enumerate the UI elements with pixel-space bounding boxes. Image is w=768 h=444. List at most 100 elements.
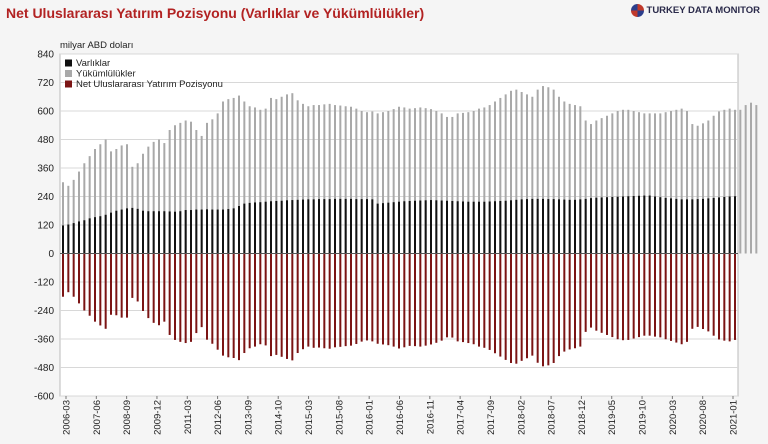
niip-bar: [67, 253, 70, 293]
y-tick-label: 0: [48, 249, 54, 260]
assets-bar: [366, 199, 368, 254]
niip-bar: [382, 253, 384, 345]
liabilities-bar: [531, 96, 534, 254]
niip-bar: [659, 253, 662, 338]
assets-bar: [515, 199, 518, 254]
x-tick-label: 2013-09: [243, 400, 254, 435]
liabilities-bar: [323, 104, 326, 254]
liabilities-bar: [696, 125, 699, 254]
assets-bar: [243, 203, 246, 254]
assets-bar: [270, 201, 272, 254]
niip-bar: [691, 253, 694, 329]
liabilities-bar: [419, 107, 422, 254]
liabilities-bar: [110, 151, 112, 254]
niip-bar: [83, 253, 86, 311]
x-tick-label: 2020-03: [668, 400, 679, 435]
x-tick-label: 2017-04: [456, 400, 467, 435]
niip-bar: [419, 253, 422, 347]
assets-bar: [462, 201, 464, 254]
assets-bar: [702, 198, 704, 254]
liabilities-bar: [147, 146, 150, 254]
assets-bar: [510, 200, 512, 254]
liabilities-bar: [88, 156, 91, 254]
liabilities-bar: [552, 89, 555, 254]
assets-bar: [419, 200, 422, 254]
niip-bar: [366, 253, 368, 341]
niip-bar: [664, 253, 667, 340]
legend-swatch: [65, 80, 72, 88]
liabilities-bar: [638, 112, 640, 254]
liabilities-bar: [467, 112, 470, 254]
assets-bar: [254, 202, 256, 254]
niip-bar: [526, 253, 528, 359]
liabilities-bar: [686, 111, 688, 254]
niip-bar: [371, 253, 374, 342]
assets-bar: [606, 197, 608, 254]
assets-bar: [136, 208, 139, 254]
assets-bar: [494, 201, 496, 254]
liabilities-bar: [302, 103, 304, 254]
chart-title: Net Uluslararası Yatırım Pozisyonu (Varl…: [6, 5, 425, 21]
liabilities-bar: [392, 109, 395, 254]
liabilities-bar: [414, 108, 416, 254]
assets-bar: [360, 199, 363, 254]
liabilities-bar: [494, 101, 496, 254]
assets-bar: [110, 212, 112, 254]
assets-bar: [483, 201, 486, 254]
niip-bar: [654, 253, 656, 337]
assets-bar: [147, 211, 150, 254]
niip-bar: [408, 253, 411, 346]
liabilities-bar: [259, 109, 262, 254]
assets-bar: [376, 203, 379, 254]
assets-bar: [232, 208, 235, 254]
assets-bar: [456, 201, 459, 254]
globe-logo-icon: [630, 4, 644, 17]
niip-bar: [499, 253, 502, 357]
liabilities-bar: [584, 120, 587, 254]
legend-swatch: [65, 70, 72, 77]
liabilities-bar: [600, 118, 603, 254]
niip-bar: [211, 253, 214, 344]
liabilities-bar: [200, 135, 203, 254]
y-tick-label: -480: [34, 363, 54, 374]
niip-bar: [200, 253, 203, 328]
liabilities-bar: [376, 113, 379, 254]
liabilities-bar: [126, 144, 128, 254]
assets-bar: [88, 218, 91, 254]
assets-bar: [718, 197, 720, 254]
liabilities-bar: [270, 97, 272, 254]
liabilities-bar: [184, 120, 187, 254]
niip-bar: [312, 253, 315, 348]
niip-bar: [627, 253, 630, 340]
niip-bar: [248, 253, 251, 349]
liabilities-bar: [675, 109, 678, 254]
assets-bar: [344, 198, 347, 254]
assets-bar: [200, 209, 203, 254]
assets-bar: [302, 199, 304, 254]
assets-bar: [632, 196, 635, 254]
niip-bar: [446, 253, 448, 338]
liabilities-bar: [424, 108, 427, 254]
y-tick-label: 600: [37, 107, 54, 118]
assets-bar: [115, 210, 118, 254]
niip-bar: [88, 253, 91, 316]
niip-bar: [222, 253, 224, 356]
liabilities-bar: [744, 105, 747, 254]
liabilities-bar: [216, 113, 219, 254]
liabilities-bar: [574, 105, 576, 254]
assets-bar: [600, 197, 603, 254]
niip-bar: [302, 253, 304, 350]
y-tick-label: 360: [37, 164, 54, 175]
assets-bar: [318, 199, 320, 254]
assets-bar: [595, 197, 598, 254]
assets-bar: [590, 198, 592, 254]
niip-bar: [392, 253, 395, 347]
assets-bar: [734, 196, 736, 254]
liabilities-bar: [387, 111, 390, 254]
niip-bar: [264, 253, 267, 346]
liabilities-bar: [275, 99, 278, 254]
assets-bar: [472, 201, 475, 254]
assets-bar: [414, 200, 416, 254]
niip-bar: [558, 253, 560, 357]
assets-bar: [211, 209, 214, 254]
